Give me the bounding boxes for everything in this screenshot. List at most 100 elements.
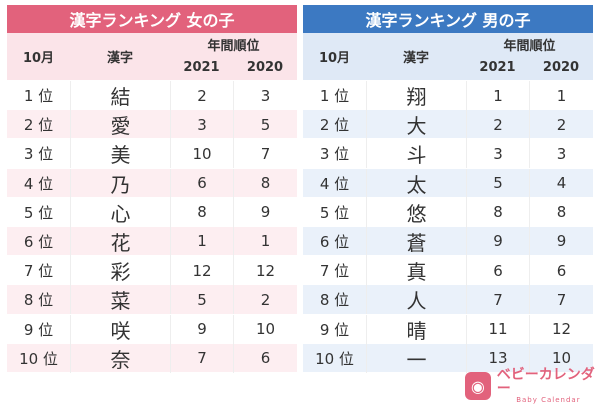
rank-2021-cell: 3 (170, 110, 233, 140)
rank-2021-cell: 6 (466, 256, 529, 286)
year-2021-header: 2021 (479, 60, 516, 75)
rank-2021-cell: 9 (466, 226, 529, 256)
rank-cell: 5 位 (23, 203, 54, 222)
kanji-cell: 結 (70, 81, 170, 110)
kanji-cell: 真 (366, 256, 466, 286)
table-header: 10月 漢字 年間順位 2021 2020 (7, 33, 297, 80)
kanji-header: 漢字 (106, 51, 133, 66)
rank-cell: 7 位 (23, 262, 54, 281)
kanji-cell: 一 (366, 343, 466, 373)
rank-2020-cell: 3 (233, 81, 297, 110)
rank-2021-cell: 7 (466, 285, 529, 315)
kanji-cell: 花 (70, 226, 170, 256)
kanji-cell: 愛 (70, 110, 170, 140)
rank-2020-cell: 9 (233, 197, 297, 227)
calendar-baby-icon: ◉ (465, 372, 491, 400)
year-2020-header: 2020 (542, 60, 580, 75)
rank-2020-cell: 3 (529, 139, 593, 169)
kanji-cell: 晴 (366, 314, 466, 344)
rank-cell: 4 位 (23, 174, 54, 193)
table-row: 9 位晴 11 12 (303, 313, 593, 344)
rank-2021-cell: 2 (170, 81, 233, 110)
rank-cell: 9 位 (23, 320, 54, 339)
table-row: 7 位彩 12 12 (7, 255, 297, 286)
rank-2020-cell: 9 (529, 226, 593, 256)
rank-cell: 3 位 (319, 145, 350, 164)
kanji-cell: 乃 (70, 168, 170, 198)
rank-2021-cell: 5 (466, 168, 529, 198)
rank-2021-cell: 9 (170, 314, 233, 344)
rank-cell: 5 位 (319, 203, 350, 222)
rank-2021-cell: 1 (466, 81, 529, 110)
rank-2021-cell: 6 (170, 168, 233, 198)
rank-2021-cell: 3 (466, 139, 529, 169)
table-title: 漢字ランキング 男の子 (303, 5, 593, 33)
rank-2021-cell: 7 (170, 343, 233, 373)
rank-2020-cell: 7 (233, 139, 297, 169)
kanji-cell: 心 (70, 197, 170, 227)
rank-2021-cell: 1 (170, 226, 233, 256)
logo-text: ベビーカレンダー (496, 367, 595, 397)
rank-2020-cell: 5 (233, 110, 297, 140)
rank-cell: 2 位 (23, 116, 54, 135)
rank-cell: 1 位 (319, 87, 350, 105)
rank-2021-cell: 5 (170, 285, 233, 315)
rank-2021-cell: 8 (466, 197, 529, 227)
rank-cell: 8 位 (319, 291, 350, 310)
kanji-cell: 美 (70, 139, 170, 169)
rank-2020-cell: 8 (529, 197, 593, 227)
kanji-cell: 太 (366, 168, 466, 198)
rank-2020-cell: 6 (233, 343, 297, 373)
rank-cell: 1 位 (23, 87, 54, 105)
rank-2020-cell: 2 (233, 285, 297, 315)
table-row: 10 位一 13 10 (303, 342, 593, 373)
kanji-cell: 奈 (70, 343, 170, 373)
rank-cell: 3 位 (23, 145, 54, 164)
logo-subtext: Baby Calendar (516, 396, 581, 404)
rank-2021-cell: 8 (170, 197, 233, 227)
kanji-cell: 翔 (366, 81, 466, 110)
baby-calendar-logo: ◉ ベビーカレンダー Baby Calendar (465, 368, 600, 404)
rank-cell: 10 位 (19, 349, 58, 368)
rank-2020-cell: 12 (529, 314, 593, 344)
table-header: 10月 漢字 年間順位 2021 2020 (303, 33, 593, 80)
month-header: 10月 (22, 51, 55, 66)
rank-cell: 6 位 (23, 232, 54, 251)
kanji-cell: 菜 (70, 285, 170, 315)
rank-2020-cell: 7 (529, 285, 593, 315)
rank-cell: 6 位 (319, 232, 350, 251)
table-title: 漢字ランキング 女の子 (7, 5, 297, 33)
kanji-header: 漢字 (402, 51, 429, 66)
rank-2020-cell: 12 (233, 256, 297, 286)
kanji-cell: 斗 (366, 139, 466, 169)
rank-2020-cell: 8 (233, 168, 297, 198)
rank-2020-cell: 6 (529, 256, 593, 286)
kanji-cell: 彩 (70, 256, 170, 286)
rank-cell: 2 位 (319, 116, 350, 135)
kanji-cell: 悠 (366, 197, 466, 227)
rank-2021-cell: 11 (466, 314, 529, 344)
kanji-cell: 大 (366, 110, 466, 140)
rank-2021-cell: 2 (466, 110, 529, 140)
kanji-cell: 人 (366, 285, 466, 315)
table-row: 9 位咲 9 10 (7, 313, 297, 344)
rank-cell: 8 位 (23, 291, 54, 310)
year-2020-header: 2020 (246, 60, 284, 75)
rank-2020-cell: 2 (529, 110, 593, 140)
rank-2020-cell: 4 (529, 168, 593, 198)
rank-cell: 10 位 (315, 349, 354, 368)
kanji-cell: 咲 (70, 314, 170, 344)
